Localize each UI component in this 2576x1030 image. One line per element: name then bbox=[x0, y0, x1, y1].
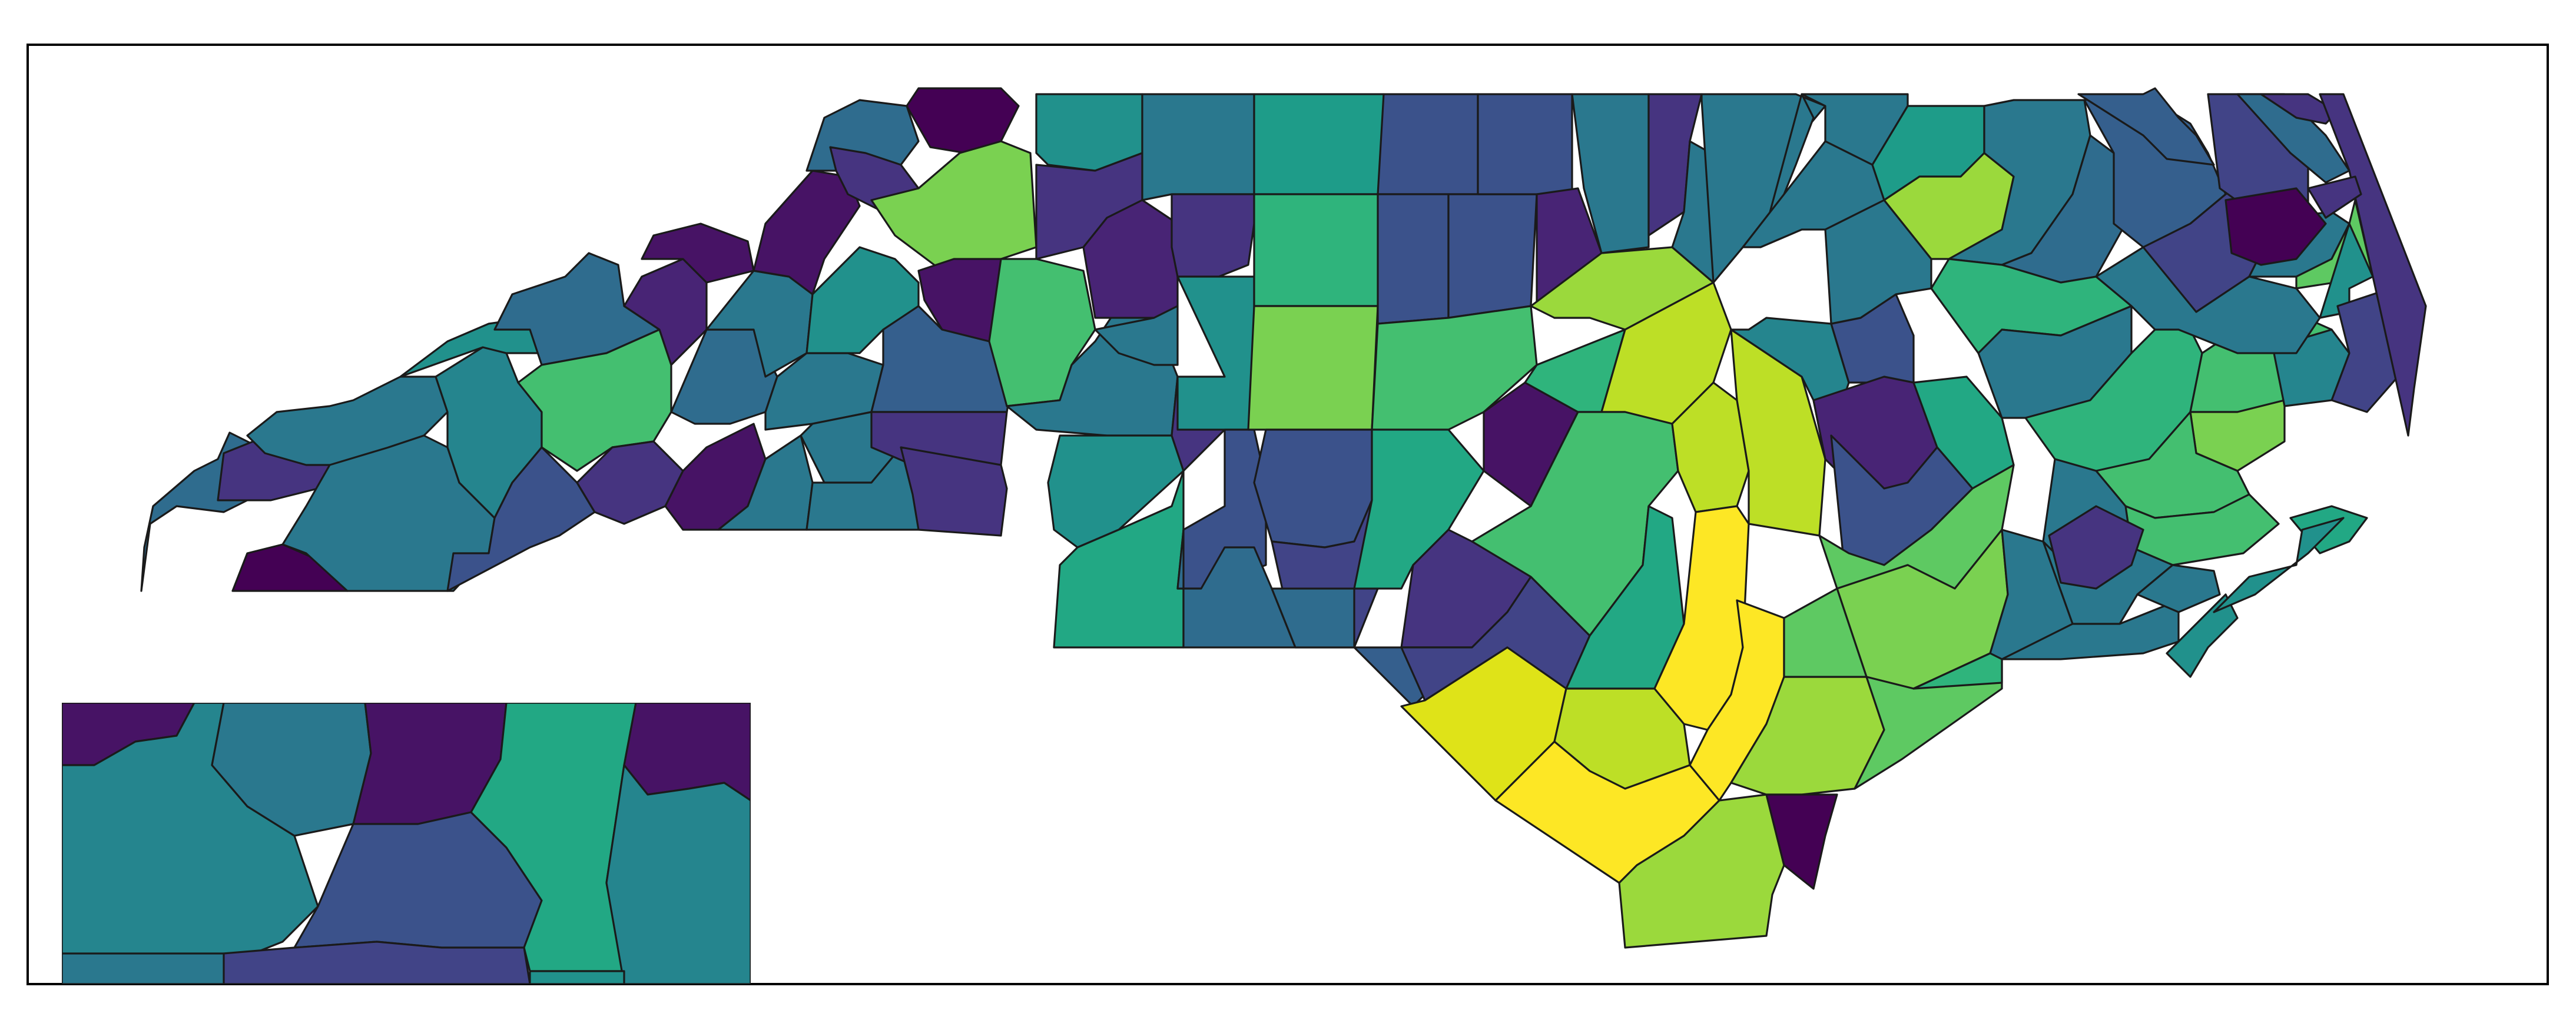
map-county bbox=[1671, 381, 1750, 513]
inset-county bbox=[529, 970, 625, 984]
map-county bbox=[1447, 193, 1538, 319]
inset-county bbox=[62, 952, 237, 984]
map-county bbox=[870, 140, 1037, 272]
map-county bbox=[1377, 93, 1479, 195]
map-county bbox=[2224, 187, 2327, 266]
map-county bbox=[1253, 428, 1373, 549]
map-county bbox=[1247, 305, 1379, 431]
map-county bbox=[752, 170, 861, 295]
map-county bbox=[1571, 93, 1650, 254]
map-county bbox=[906, 87, 1020, 154]
map-county bbox=[2077, 87, 2215, 166]
map-county bbox=[2095, 246, 2321, 354]
main-map bbox=[140, 87, 2427, 949]
map-county bbox=[1176, 529, 1297, 649]
map-county bbox=[1141, 93, 1255, 201]
map-county bbox=[717, 434, 814, 531]
map-county bbox=[1477, 93, 1573, 195]
map-county bbox=[2048, 505, 2144, 590]
inset-county bbox=[605, 764, 751, 984]
inset-county bbox=[223, 941, 531, 984]
map-county bbox=[641, 222, 755, 284]
inset-county bbox=[623, 703, 751, 802]
map-county bbox=[231, 543, 349, 592]
map-county bbox=[2213, 517, 2345, 613]
map-county bbox=[2136, 564, 2221, 613]
map-county bbox=[1377, 193, 1450, 325]
map-county bbox=[1253, 93, 1385, 195]
map-county bbox=[1171, 193, 1255, 278]
map-frame bbox=[26, 44, 2549, 985]
map-county bbox=[1912, 652, 2003, 690]
map-county bbox=[1765, 793, 1838, 890]
map-county bbox=[623, 258, 708, 366]
map-county bbox=[1176, 275, 1255, 431]
map-county bbox=[1094, 305, 1179, 366]
map-county bbox=[900, 446, 1008, 537]
inset-map bbox=[62, 703, 751, 984]
map-county bbox=[1253, 193, 1385, 307]
map-county bbox=[2307, 175, 2362, 219]
map-county bbox=[517, 328, 672, 472]
map-county bbox=[2166, 593, 2239, 678]
map-county bbox=[2001, 599, 2180, 660]
